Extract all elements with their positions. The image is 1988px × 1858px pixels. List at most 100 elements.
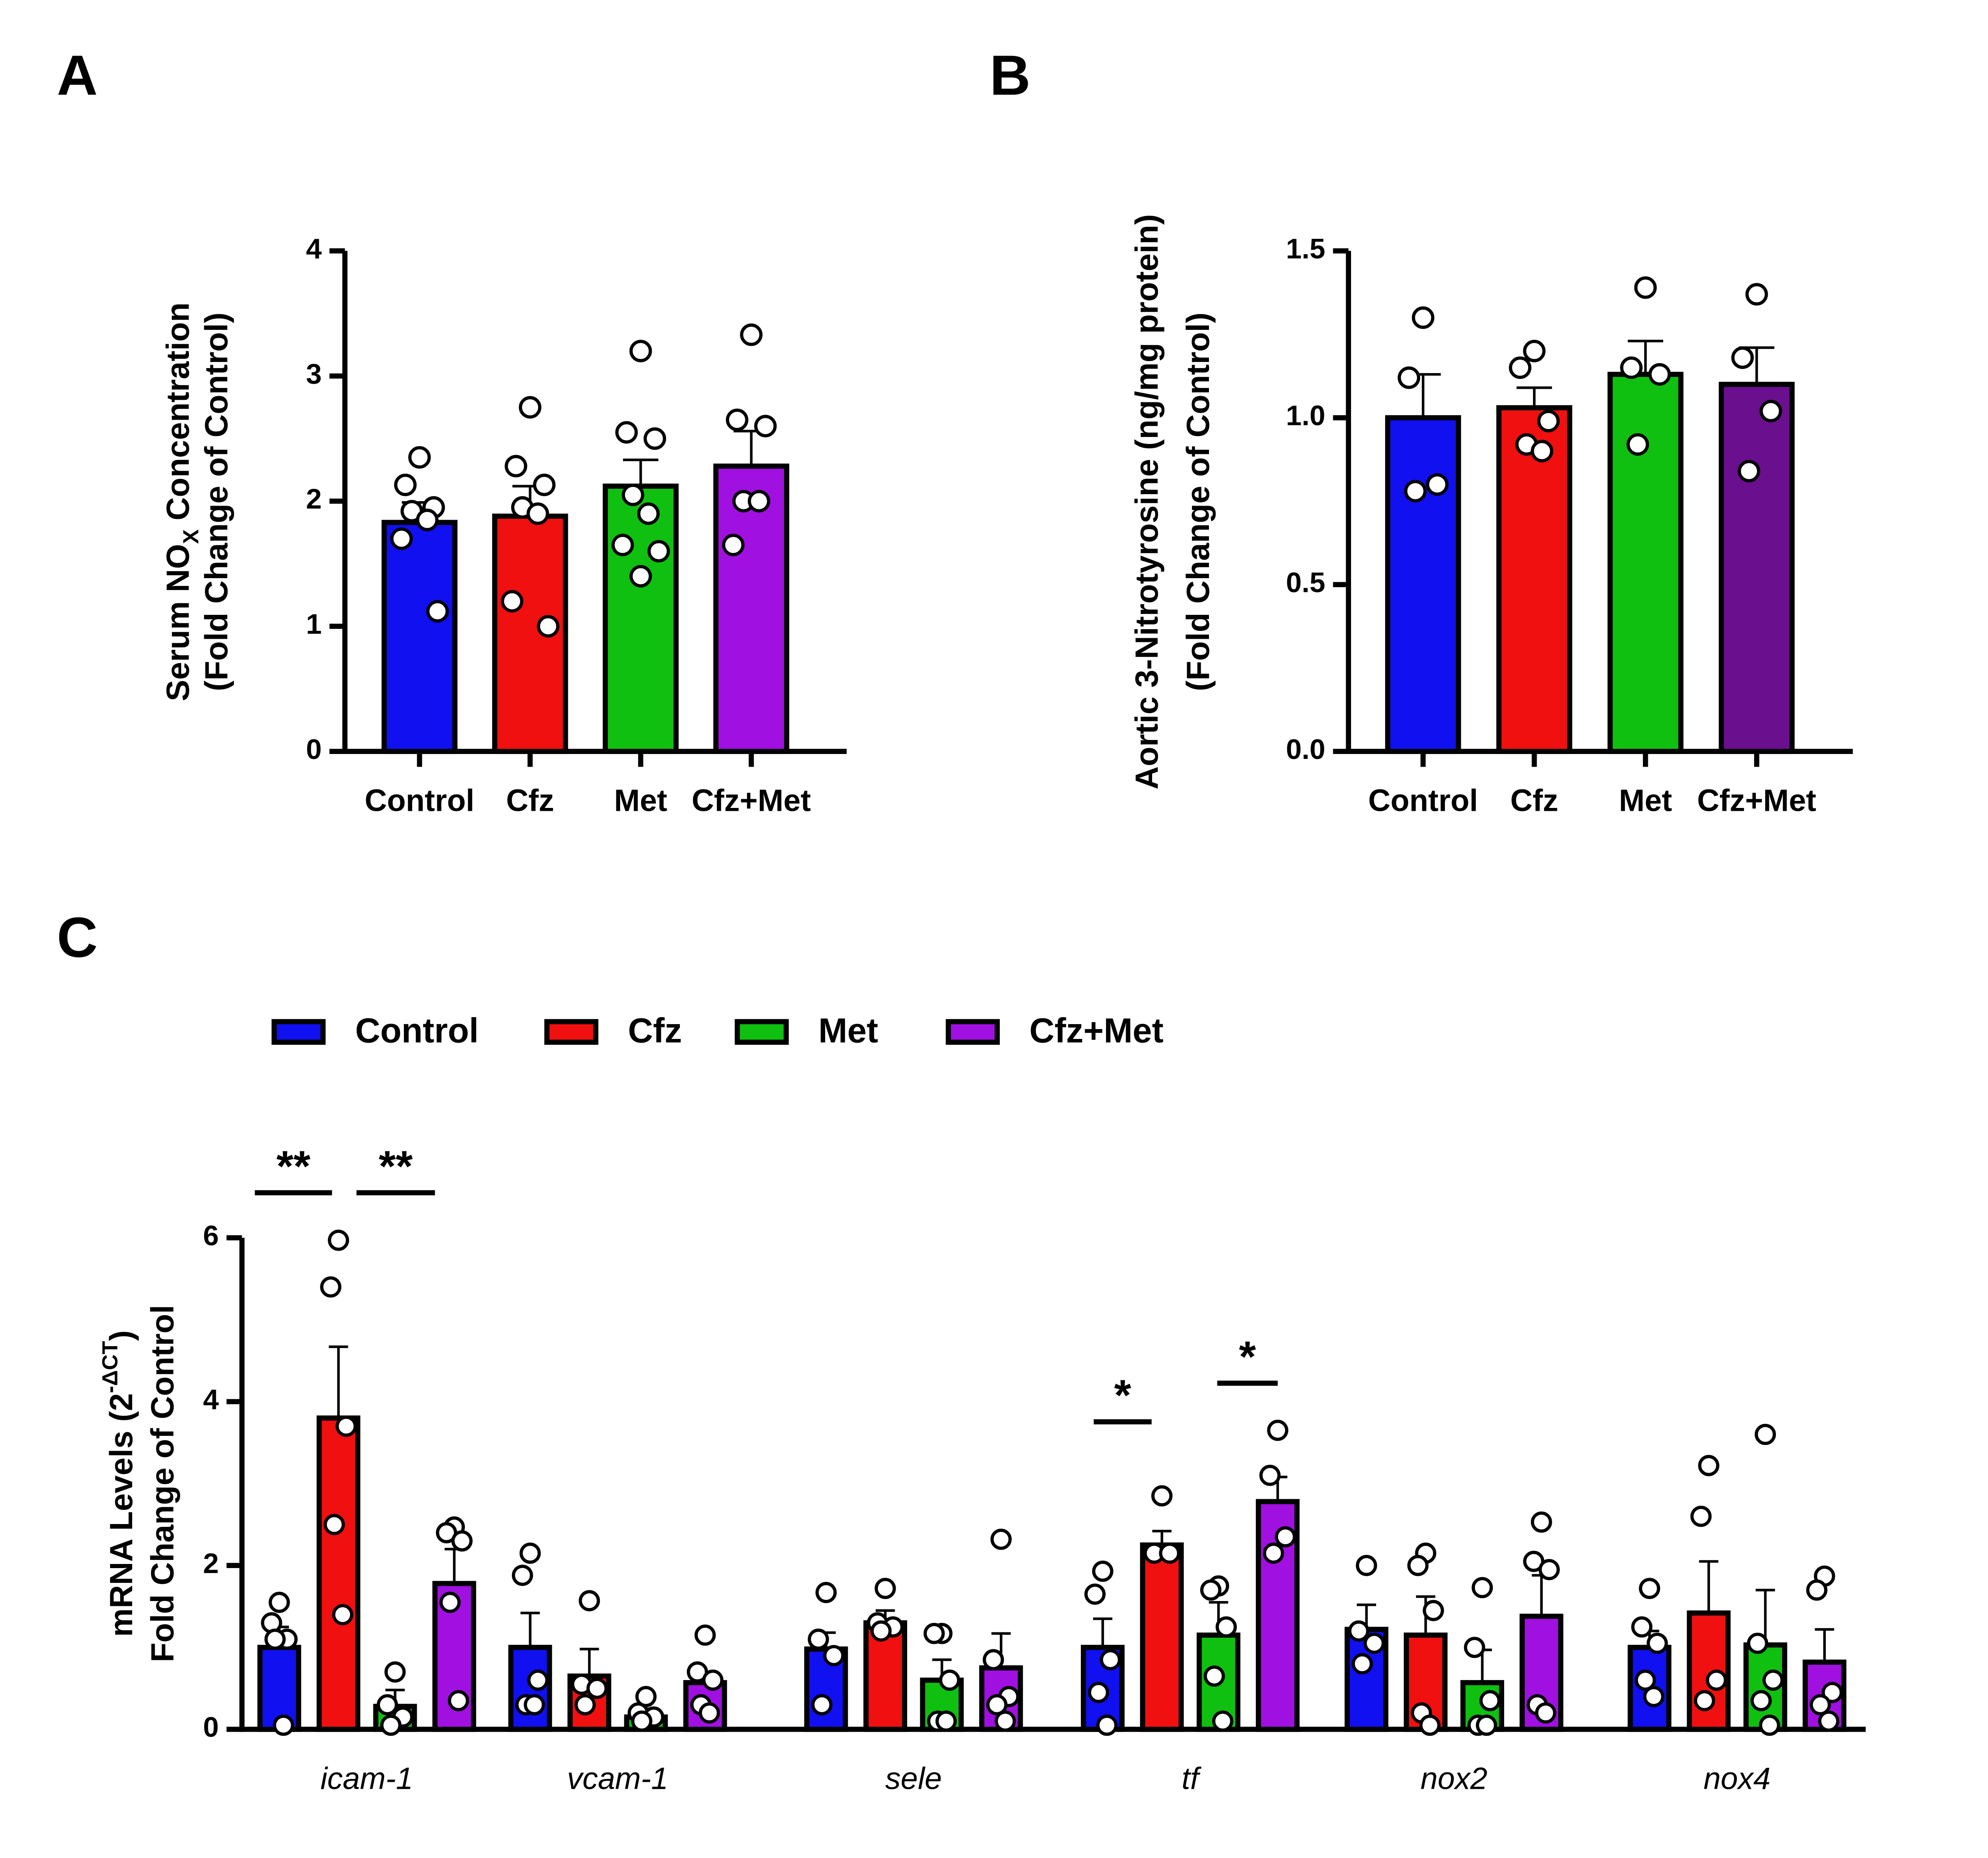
x-tick-label: Control <box>365 783 475 818</box>
data-point <box>380 1714 402 1736</box>
data-point <box>1537 410 1560 432</box>
bar <box>1608 371 1684 754</box>
significance-label: ** <box>276 1141 310 1190</box>
data-point <box>629 565 652 588</box>
data-point <box>740 323 763 346</box>
data-point <box>1806 1579 1827 1601</box>
data-point <box>1747 1632 1769 1654</box>
data-point <box>1759 1714 1780 1736</box>
data-point <box>807 1628 829 1650</box>
data-point <box>1212 1710 1234 1732</box>
data-point <box>647 540 670 563</box>
data-point <box>408 446 431 469</box>
data-point <box>332 1604 353 1625</box>
data-point <box>1088 1682 1109 1703</box>
data-point <box>1351 1653 1373 1675</box>
data-point <box>1412 306 1435 329</box>
data-point <box>1745 283 1768 306</box>
data-point <box>273 1714 294 1736</box>
data-point <box>384 1661 406 1683</box>
bar <box>602 483 679 754</box>
data-point <box>1538 1559 1560 1580</box>
data-point <box>519 1543 541 1564</box>
bar <box>381 520 458 754</box>
data-point <box>1267 1419 1288 1441</box>
data-point <box>615 421 638 444</box>
data-point <box>939 1669 960 1691</box>
y-axis-label-part: ) <box>103 1330 139 1341</box>
x-tick-label: tf <box>1182 1761 1202 1795</box>
x-tick-label: Met <box>1619 783 1672 818</box>
data-point <box>1731 346 1754 369</box>
data-point <box>1643 1686 1665 1707</box>
data-point <box>439 1592 461 1613</box>
data-point <box>1620 356 1643 379</box>
bar <box>713 463 789 754</box>
data-point <box>1738 460 1760 483</box>
y-tick-label: 2 <box>306 483 322 515</box>
data-point <box>320 1276 342 1298</box>
x-tick-label: Cfz+Met <box>692 783 811 818</box>
data-point <box>923 1623 945 1644</box>
data-point <box>994 1710 1016 1732</box>
data-point <box>875 1578 896 1599</box>
y-axis-label: Serum NOX Concentration <box>159 302 203 701</box>
y-tick-label: 6 <box>203 1220 219 1251</box>
y-axis-label: (Fold Change of Control) <box>198 313 234 691</box>
data-point <box>1262 1543 1284 1564</box>
y-tick-label: 1 <box>306 608 322 640</box>
legend-swatch <box>544 1019 599 1045</box>
y-axis-label-part: Aortic 3-Nitrotyrosine (ng/mg protein) <box>1128 214 1164 789</box>
data-point <box>1755 1424 1776 1445</box>
data-point <box>1531 440 1554 462</box>
bar <box>1719 382 1795 754</box>
y-tick-label: 0.5 <box>1286 567 1325 598</box>
data-point <box>268 1592 290 1613</box>
data-point <box>1509 356 1532 379</box>
data-point <box>698 1702 720 1724</box>
data-point <box>1084 1583 1106 1605</box>
data-point <box>754 415 777 438</box>
data-point <box>1531 1511 1552 1533</box>
y-axis-label: mRNA Levels (2-ΔCT) <box>98 1330 139 1636</box>
y-tick-label: 0 <box>306 733 322 765</box>
data-point <box>823 1645 845 1667</box>
data-point <box>519 396 541 419</box>
y-tick-label: 1.5 <box>1286 233 1325 264</box>
data-point <box>335 1415 357 1437</box>
data-point <box>694 1624 716 1646</box>
y-tick-label: 1.0 <box>1286 400 1325 432</box>
data-point <box>1759 399 1782 422</box>
data-point <box>1204 1665 1225 1687</box>
data-point <box>815 1582 837 1604</box>
y-tick-label: 0 <box>203 1711 219 1743</box>
data-point <box>1216 1616 1237 1638</box>
data-point <box>376 1694 398 1716</box>
data-point <box>1634 276 1657 299</box>
data-point <box>702 1669 724 1691</box>
data-point <box>394 474 417 496</box>
y-tick-label: 4 <box>306 233 322 264</box>
y-tick-label: 2 <box>203 1548 219 1579</box>
x-tick-label: nox4 <box>1703 1761 1771 1795</box>
data-point <box>1274 1526 1296 1548</box>
y-axis-label: Aortic 3-Nitrotyrosine (ng/mg protein) <box>1128 214 1164 789</box>
significance-label: * <box>1114 1371 1132 1420</box>
data-point <box>390 527 413 550</box>
data-point <box>1096 1714 1118 1736</box>
data-point <box>1398 366 1421 389</box>
bar <box>1140 1542 1184 1732</box>
x-tick-label: Cfz+Met <box>1697 783 1816 818</box>
significance-label: ** <box>379 1141 413 1190</box>
bar <box>1687 1610 1731 1732</box>
data-point <box>1348 1620 1370 1642</box>
data-point <box>1535 1702 1556 1724</box>
data-point <box>726 408 749 431</box>
data-point <box>586 1678 608 1699</box>
legend-label: Cfz+Met <box>1029 1011 1164 1050</box>
data-point <box>1100 1649 1121 1671</box>
x-tick-label: sele <box>885 1761 942 1795</box>
data-point <box>1690 1506 1712 1527</box>
data-point <box>811 1694 833 1716</box>
